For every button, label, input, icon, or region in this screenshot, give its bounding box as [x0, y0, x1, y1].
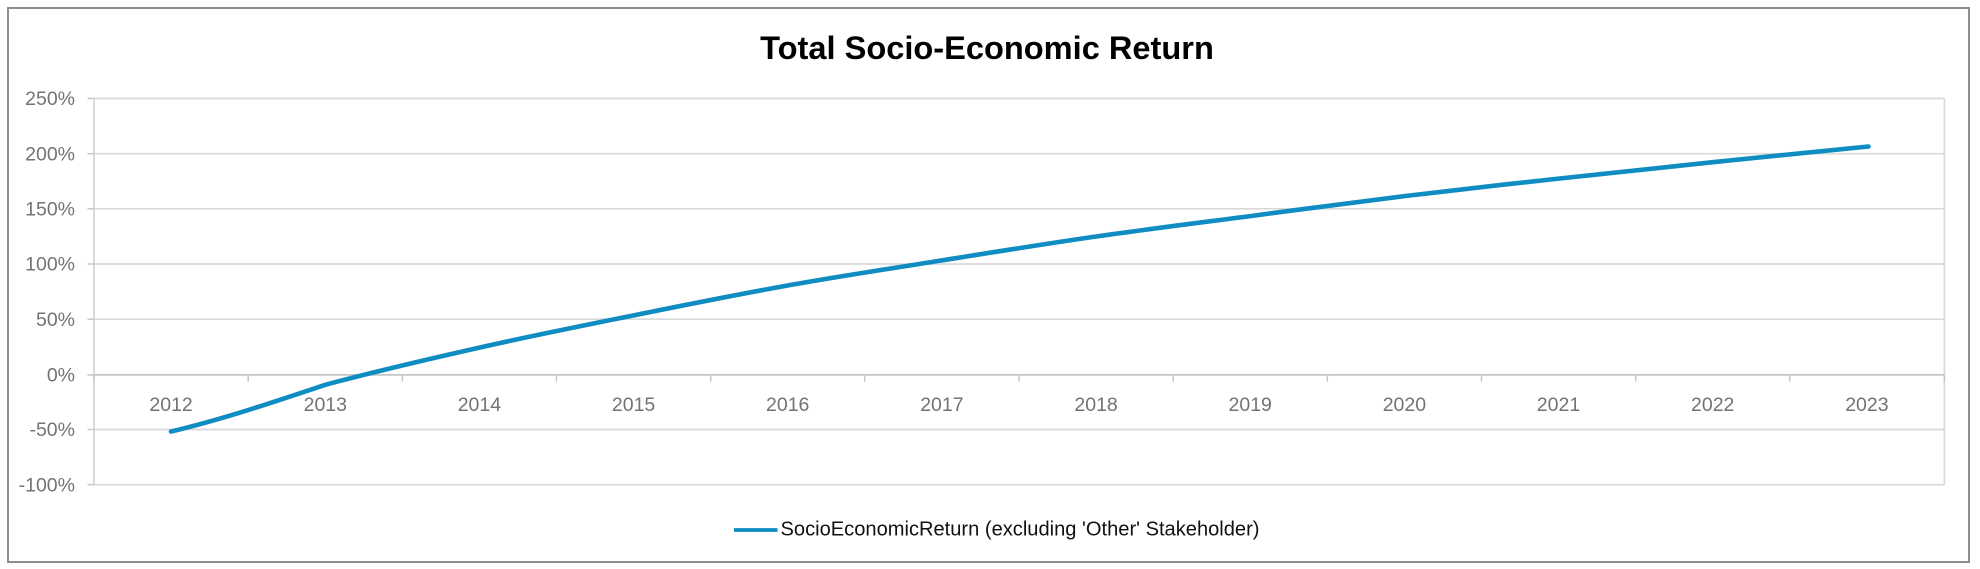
- svg-text:2023: 2023: [1845, 394, 1888, 416]
- svg-text:2012: 2012: [149, 394, 192, 416]
- svg-text:250%: 250%: [25, 88, 75, 110]
- svg-text:2017: 2017: [920, 394, 963, 416]
- svg-text:SocioEconomicReturn (excluding: SocioEconomicReturn (excluding 'Other' S…: [781, 519, 1260, 541]
- svg-text:-100%: -100%: [19, 474, 75, 496]
- svg-text:2014: 2014: [458, 394, 502, 416]
- svg-text:150%: 150%: [25, 199, 75, 221]
- svg-text:2020: 2020: [1383, 394, 1427, 416]
- svg-text:2018: 2018: [1074, 394, 1117, 416]
- svg-text:0%: 0%: [47, 365, 75, 387]
- svg-text:2022: 2022: [1691, 394, 1734, 416]
- svg-text:100%: 100%: [25, 254, 75, 276]
- svg-text:2021: 2021: [1537, 394, 1580, 416]
- svg-text:-50%: -50%: [29, 419, 75, 441]
- svg-text:2019: 2019: [1229, 394, 1272, 416]
- svg-text:2016: 2016: [766, 394, 809, 416]
- svg-text:2013: 2013: [304, 394, 347, 416]
- svg-text:50%: 50%: [36, 309, 75, 331]
- svg-text:2015: 2015: [612, 394, 656, 416]
- svg-text:200%: 200%: [25, 143, 75, 165]
